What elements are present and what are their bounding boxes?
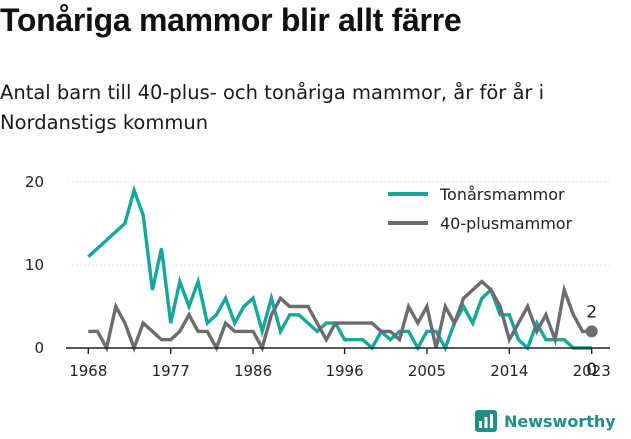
series-lines: 20 — [87, 184, 598, 380]
legend-label: 40-plusmammor — [440, 214, 573, 233]
y-tick-label: 0 — [34, 339, 44, 357]
x-tick-label: 2014 — [490, 362, 528, 380]
newsworthy-brand: Newsworthy — [474, 406, 616, 436]
y-tick-label: 10 — [25, 256, 44, 274]
x-tick-label: 1968 — [69, 362, 107, 380]
brand-name: Newsworthy — [504, 411, 616, 431]
x-tick-label: 1986 — [234, 362, 272, 380]
end-point-40-plusmammor — [585, 325, 598, 338]
chart-title: Tonåriga mammor blir allt färre — [0, 2, 462, 38]
x-tick-label: 2023 — [573, 362, 611, 380]
x-tick-label: 1977 — [152, 362, 190, 380]
x-tick-label: 2005 — [408, 362, 446, 380]
end-value-label-40-plusmammor: 2 — [586, 302, 597, 322]
series-line-tonarsmammor — [87, 184, 592, 353]
y-tick-label: 20 — [25, 173, 44, 191]
bar-chart-icon — [475, 410, 497, 432]
end-value-label-tonarsmammor: 0 — [586, 360, 597, 380]
chart-subtitle: Antal barn till 40-plus- och tonåriga ma… — [0, 81, 545, 134]
legend: Tonårsmammor 40-plusmammor — [388, 185, 573, 233]
series-line-40-plusmammor — [88, 279, 592, 353]
legend-label: Tonårsmammor — [439, 185, 565, 204]
x-tick-label: 1996 — [325, 362, 363, 380]
